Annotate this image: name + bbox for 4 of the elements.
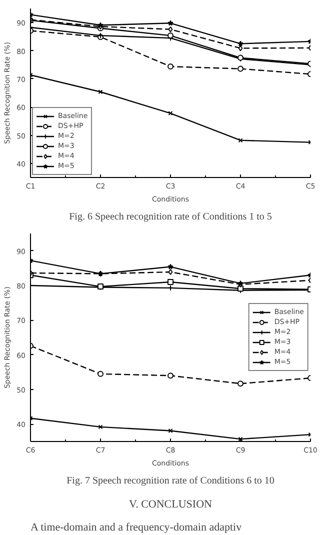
text: V. CONCLUSION	[129, 498, 212, 510]
caption: Fig. 7 Speech recognition rate of Conditions 6 to 10	[66, 476, 274, 486]
caption: Fig. 6 Speech recognition rate of Conditions 1 to 5	[69, 212, 272, 222]
text: A time-domain and a frequency-domain adaptiv	[30, 522, 242, 534]
